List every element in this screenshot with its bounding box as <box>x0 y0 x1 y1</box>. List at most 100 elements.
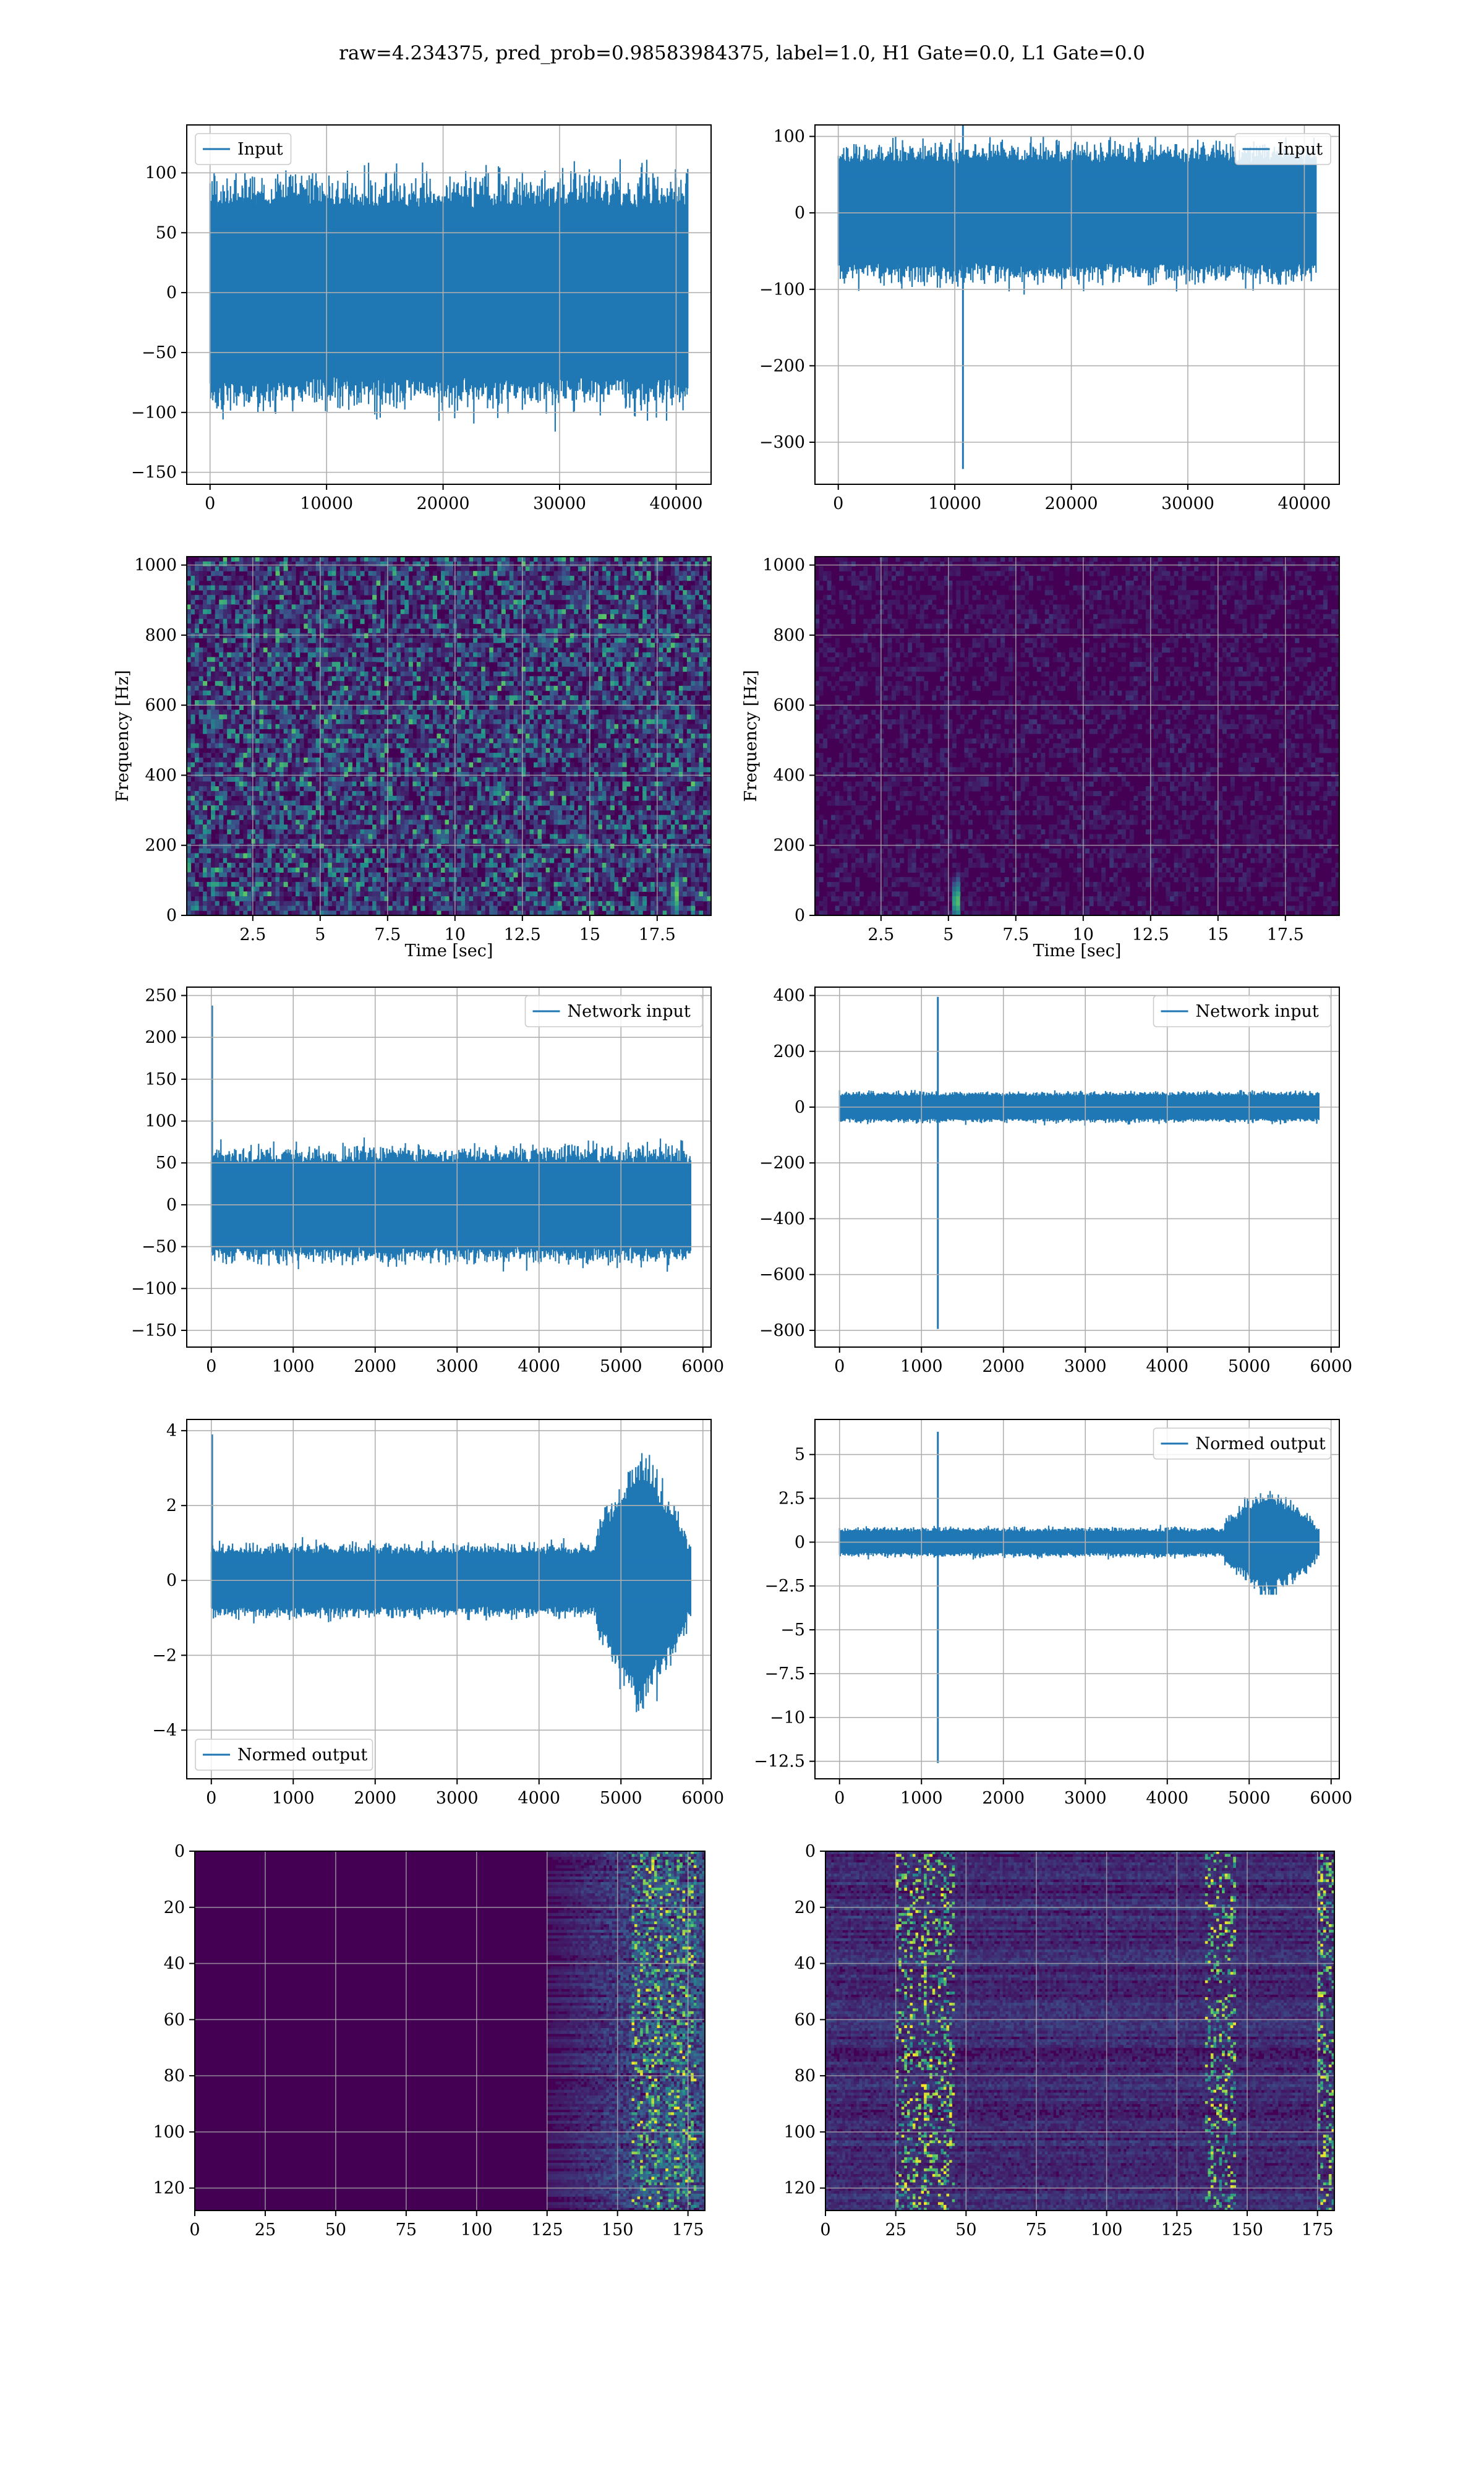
heatmap-cells <box>195 1851 705 2211</box>
chart-normed-l1: 0 1000 2000 3000 4000 5000 6000 −12.5 −10 −7.5 −5 −… <box>754 1419 1352 1808</box>
y-tick-label: −800 <box>759 1321 805 1340</box>
x-tick-label: 12.5 <box>1132 925 1169 944</box>
y-tick-label: −400 <box>759 1209 805 1228</box>
x-tick-label: 40000 <box>1278 494 1331 513</box>
x-tick-label: 0 <box>834 1789 845 1808</box>
y-tick-label: 200 <box>773 1042 805 1061</box>
x-tick-label: 17.5 <box>639 925 676 944</box>
y-tick-label: 0 <box>795 203 805 223</box>
y-tick-label: −600 <box>759 1265 805 1285</box>
legend-label: Input <box>1277 140 1323 159</box>
y-tick-label: 0 <box>166 283 177 302</box>
y-axis-label: Frequency [Hz] <box>741 670 761 802</box>
x-tick-label: 7.5 <box>374 925 401 944</box>
x-tick-label: 2000 <box>982 1357 1025 1376</box>
y-tick-label: −50 <box>142 343 177 362</box>
figure-title: raw=4.234375, pred_prob=0.98583984375, l… <box>0 42 1484 64</box>
y-tick-label: −50 <box>142 1238 177 1257</box>
y-tick-label: 40 <box>164 1954 185 1974</box>
x-tick-label: 12.5 <box>504 925 541 944</box>
axes-frame <box>814 1419 1340 1779</box>
x-tick-label: 50 <box>955 2220 976 2240</box>
x-tick-label: 50 <box>325 2220 346 2240</box>
x-tick-label: 5 <box>943 925 953 944</box>
y-tick-label: 50 <box>156 1154 177 1173</box>
heatmap-cells <box>815 557 1339 915</box>
x-tick-label: 20000 <box>417 494 470 513</box>
y-tick-label: 120 <box>153 2179 185 2198</box>
legend: Normed output <box>195 1739 373 1771</box>
heatmap-cells <box>187 557 711 915</box>
y-tick-label: 120 <box>783 2179 816 2198</box>
y-tick-label: 400 <box>773 987 805 1006</box>
axes-frame <box>186 556 712 916</box>
x-tick-label: 30000 <box>1161 494 1214 513</box>
y-tick-label: 400 <box>145 766 177 785</box>
legend-label: Input <box>237 140 283 159</box>
y-tick-label: 0 <box>166 1196 177 1215</box>
axes-frame <box>814 556 1340 916</box>
x-tick-label: 4000 <box>1146 1789 1188 1808</box>
x-tick-label: 0 <box>206 1789 216 1808</box>
x-tick-label: 2.5 <box>868 925 894 944</box>
y-tick-label: 0 <box>174 1842 185 1861</box>
y-tick-label: 4 <box>166 1421 177 1440</box>
x-tick-label: 6000 <box>1310 1357 1352 1376</box>
y-tick-label: −100 <box>131 403 177 422</box>
y-tick-label: 400 <box>773 766 805 785</box>
x-tick-label: 125 <box>1161 2220 1193 2240</box>
x-tick-label: 0 <box>820 2220 830 2240</box>
y-tick-label: −2 <box>152 1646 177 1665</box>
x-tick-label: 3000 <box>436 1789 479 1808</box>
legend: Input <box>1234 133 1331 165</box>
grid <box>815 125 1339 484</box>
x-tick-label: 100 <box>461 2220 493 2240</box>
chart-network-l1: 0 1000 2000 3000 4000 5000 6000−800−600−400−20… <box>759 987 1352 1376</box>
legend: Normed output <box>1153 1427 1331 1460</box>
legend: Network input <box>1153 995 1331 1027</box>
y-tick-label: −300 <box>759 433 805 452</box>
y-tick-label: 800 <box>145 626 177 645</box>
x-tick-label: 150 <box>1231 2220 1263 2240</box>
x-tick-label: 2.5 <box>239 925 266 944</box>
heatmap-cells <box>825 1851 1334 2211</box>
chart-features-h1: 0 25 50 75 100 125 150 175 0 20 40 60 80 100 120 <box>153 1842 706 2240</box>
x-tick-label: 75 <box>396 2220 417 2240</box>
y-tick-label: 50 <box>156 223 177 242</box>
x-tick-label: 150 <box>602 2220 634 2240</box>
y-axis-label: Frequency [Hz] <box>113 670 132 802</box>
x-tick-label: 5000 <box>600 1789 642 1808</box>
y-tick-label: 80 <box>795 2066 816 2086</box>
x-tick-label: 3000 <box>1064 1789 1107 1808</box>
y-tick-label: −4 <box>152 1721 177 1740</box>
x-tick-label: 0 <box>189 2220 200 2240</box>
chart-network-h1: 0 1000 2000 3000 4000 5000 6000 −150 −100 −50 0 50 1… <box>131 987 724 1376</box>
x-tick-label: 1000 <box>272 1357 315 1376</box>
grid <box>187 125 711 484</box>
x-tick-label: 6000 <box>681 1357 724 1376</box>
x-tick-label: 10000 <box>300 494 353 513</box>
x-tick-label: 5000 <box>600 1357 642 1376</box>
y-tick-label: 1000 <box>134 556 177 575</box>
y-tick-label: 150 <box>145 1070 177 1089</box>
y-tick-label: 60 <box>164 2010 185 2029</box>
y-tick-label: −7.5 <box>764 1664 805 1684</box>
x-tick-label: 2000 <box>982 1789 1025 1808</box>
legend: Network input <box>524 995 703 1027</box>
x-tick-label: 15 <box>1208 925 1229 944</box>
y-tick-label: 60 <box>795 2010 816 2029</box>
y-tick-label: 250 <box>145 987 177 1006</box>
x-tick-label: 25 <box>255 2220 276 2240</box>
y-tick-label: 20 <box>795 1898 816 1917</box>
x-tick-label: 3000 <box>436 1357 479 1376</box>
x-tick-label: 25 <box>885 2220 906 2240</box>
y-tick-label: −150 <box>131 463 177 482</box>
y-tick-label: 20 <box>164 1898 185 1917</box>
x-tick-label: 1000 <box>900 1357 943 1376</box>
y-tick-label: 0 <box>805 1842 816 1861</box>
axes-frame <box>814 124 1340 485</box>
x-tick-label: 175 <box>1302 2220 1334 2240</box>
y-tick-label: 200 <box>145 836 177 855</box>
y-tick-label: −200 <box>759 356 805 375</box>
